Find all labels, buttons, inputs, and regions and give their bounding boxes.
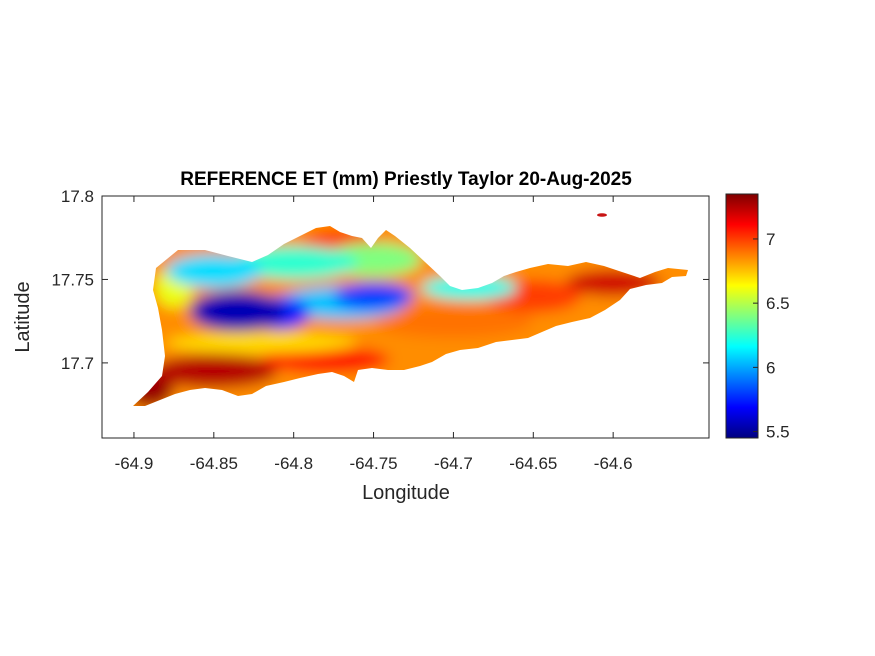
x-tick-label: -64.8	[274, 454, 313, 473]
islet	[597, 213, 607, 217]
field-region	[373, 304, 534, 338]
x-tick-label: -64.6	[594, 454, 633, 473]
colorbar-tick-label: 6.5	[766, 294, 790, 313]
x-axis: -64.9 -64.85 -64.8 -64.75 -64.7 -64.65 -64.6	[115, 196, 633, 473]
field-region	[189, 291, 286, 332]
x-tick-label: -64.9	[115, 454, 154, 473]
chart-title: REFERENCE ET (mm) Priestly Taylor 20-Aug…	[180, 169, 632, 190]
colorbar-tick-label: 6	[766, 358, 775, 377]
y-tick-label: 17.75	[51, 270, 94, 289]
x-tick-label: -64.75	[349, 454, 397, 473]
x-axis-label: Longitude	[362, 482, 450, 504]
y-axis-label: Latitude	[12, 281, 34, 352]
colorbar-axis: 5.5 6 6.5 7	[753, 230, 790, 442]
y-tick-label: 17.7	[61, 354, 94, 373]
colorbar-tick-label: 7	[766, 230, 775, 249]
field-region	[149, 354, 278, 388]
field-region	[333, 282, 414, 310]
field-region	[261, 346, 390, 373]
field-region	[165, 332, 358, 353]
y-axis: 17.7 17.75 17.8	[51, 187, 709, 373]
x-tick-label: -64.7	[434, 454, 473, 473]
x-tick-label: -64.85	[190, 454, 238, 473]
x-tick-label: -64.65	[509, 454, 557, 473]
colorbar	[725, 193, 759, 439]
colorbar-tick-label: 5.5	[766, 423, 790, 442]
field-region	[165, 254, 262, 288]
y-tick-label: 17.8	[61, 187, 94, 206]
